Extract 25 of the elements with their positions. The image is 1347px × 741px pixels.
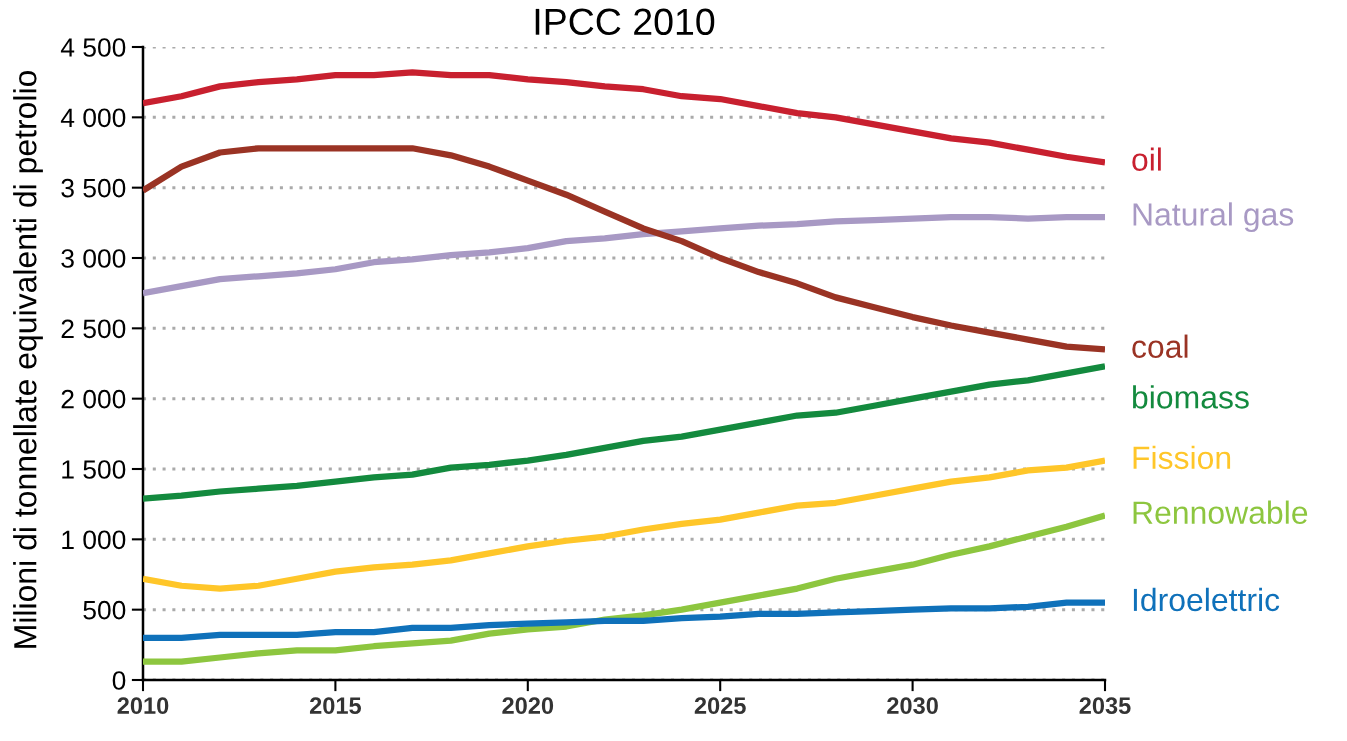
chart-title: IPCC 2010 [535,8,715,36]
y-tick-label: 3 500 [61,178,126,198]
y-tick-label: 1 000 [62,530,126,550]
series-label: coal [1132,334,1188,359]
x-tick-label: 2025 [694,697,746,715]
x-tick-label: 2030 [887,697,938,715]
y-tick-label: 3 000 [61,249,126,268]
y-tick-label: 0 [112,671,126,690]
x-tick-label: 2010 [117,697,169,715]
series-label: oil [1132,147,1161,171]
y-tick-label: 2 000 [61,389,126,409]
y-tick-label: 4 000 [60,108,126,128]
x-tick-label: 2015 [309,697,362,715]
y-tick-label: 2 500 [61,319,126,339]
series-label: Rennowable [1133,500,1308,524]
series-label: Idroelettric [1133,587,1280,612]
series-label: Natural gas [1133,202,1294,233]
x-tick-label: 2020 [502,697,554,715]
y-tick-label: 500 [83,600,126,620]
y-tick-label: 4 500 [60,38,126,57]
x-tick-label: 2035 [1079,697,1131,715]
series-label: Fission [1133,445,1231,470]
y-tick-label: 1 500 [62,460,126,479]
series-label: biomass [1133,385,1249,409]
y-axis-title: Milioni di tonnellate equivalenti di petrolio [13,70,43,648]
